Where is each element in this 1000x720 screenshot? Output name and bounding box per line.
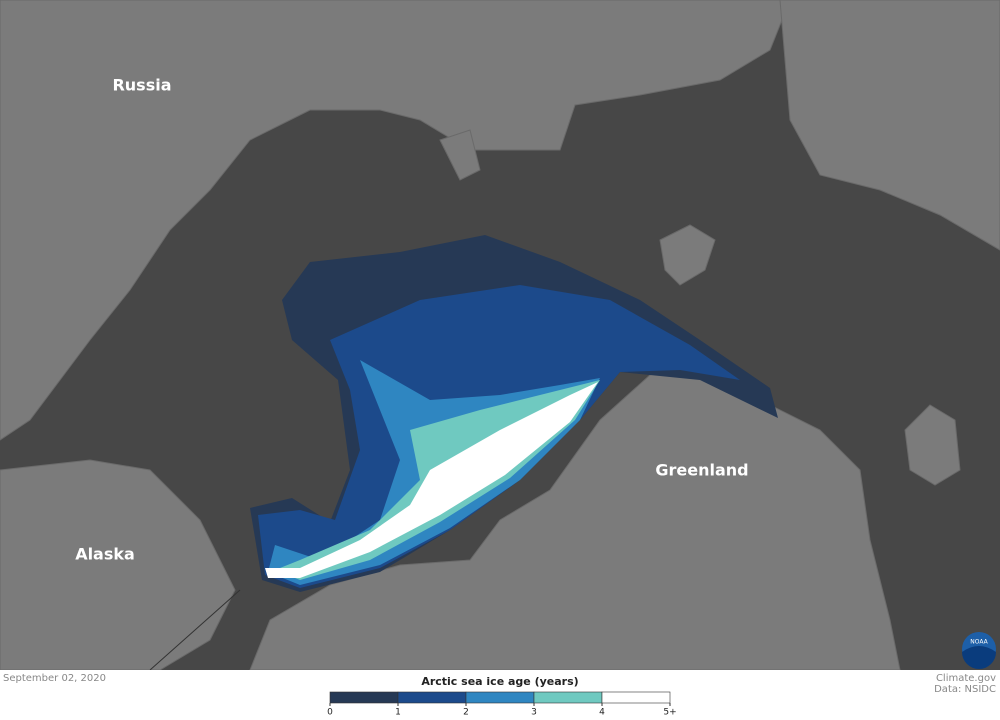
legend-swatch [329, 691, 399, 704]
legend-swatch [397, 691, 467, 704]
ice-multi-year [265, 382, 598, 578]
legend-tick-label: 5+ [663, 708, 676, 718]
sea-ice [250, 235, 778, 592]
logo-wave [962, 646, 996, 669]
legend-tick-label: 1 [395, 708, 401, 718]
place-label: Alaska [75, 545, 135, 564]
legend-tick-label: 4 [599, 708, 605, 718]
land [0, 0, 1000, 671]
legend-tick-label: 3 [531, 708, 537, 718]
legend-tick-label: 0 [327, 708, 333, 718]
legend-swatch [465, 691, 535, 704]
logo-text: NOAA [970, 639, 988, 646]
credit: Climate.gov [936, 673, 996, 684]
place-label: Russia [112, 76, 171, 95]
legend-swatch [601, 691, 671, 704]
place-label: Greenland [655, 461, 748, 480]
legend-title: Arctic sea ice age (years) [421, 675, 578, 688]
noaa-logo: NOAA [962, 632, 996, 669]
legend: 0 1 2 3 4 5+ [327, 691, 677, 718]
date: September 02, 2020 [3, 673, 106, 684]
legend-tick-label: 2 [463, 708, 469, 718]
source: Data: NSIDC [934, 684, 996, 695]
legend-swatch [533, 691, 603, 704]
